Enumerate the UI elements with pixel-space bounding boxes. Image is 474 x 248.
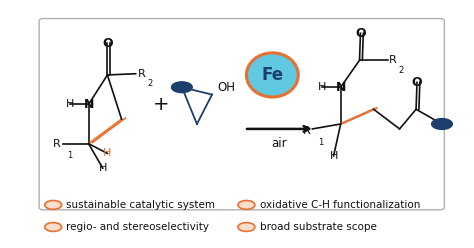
Circle shape — [238, 222, 255, 231]
Text: 2: 2 — [147, 79, 153, 88]
Text: +: + — [154, 95, 170, 114]
Ellipse shape — [246, 53, 298, 97]
Text: oxidative C-H functionalization: oxidative C-H functionalization — [260, 200, 420, 210]
Circle shape — [238, 201, 255, 209]
Text: regio- and stereoselectivity: regio- and stereoselectivity — [66, 222, 210, 232]
Text: H: H — [99, 163, 107, 173]
FancyBboxPatch shape — [39, 19, 444, 210]
Circle shape — [432, 119, 452, 129]
Text: sustainable catalytic system: sustainable catalytic system — [66, 200, 215, 210]
Text: R: R — [138, 69, 146, 79]
Text: H: H — [329, 151, 338, 161]
Text: N: N — [83, 98, 94, 111]
Circle shape — [45, 201, 62, 209]
Text: O: O — [355, 27, 366, 40]
Circle shape — [172, 82, 192, 93]
Text: H: H — [103, 148, 111, 158]
Text: O: O — [102, 36, 113, 50]
Text: H: H — [65, 99, 74, 109]
Text: R: R — [303, 126, 311, 136]
Text: N: N — [336, 81, 346, 94]
Text: Fe: Fe — [261, 66, 283, 84]
Text: broad substrate scope: broad substrate scope — [260, 222, 376, 232]
Text: 2: 2 — [398, 65, 403, 75]
Text: 1: 1 — [319, 138, 324, 147]
Text: H: H — [318, 82, 326, 92]
Text: O: O — [412, 76, 422, 89]
Text: 1: 1 — [67, 151, 73, 160]
Circle shape — [45, 222, 62, 231]
Text: R: R — [53, 139, 60, 149]
Text: air: air — [272, 137, 287, 150]
Text: R: R — [389, 55, 397, 65]
Text: OH: OH — [218, 81, 236, 94]
